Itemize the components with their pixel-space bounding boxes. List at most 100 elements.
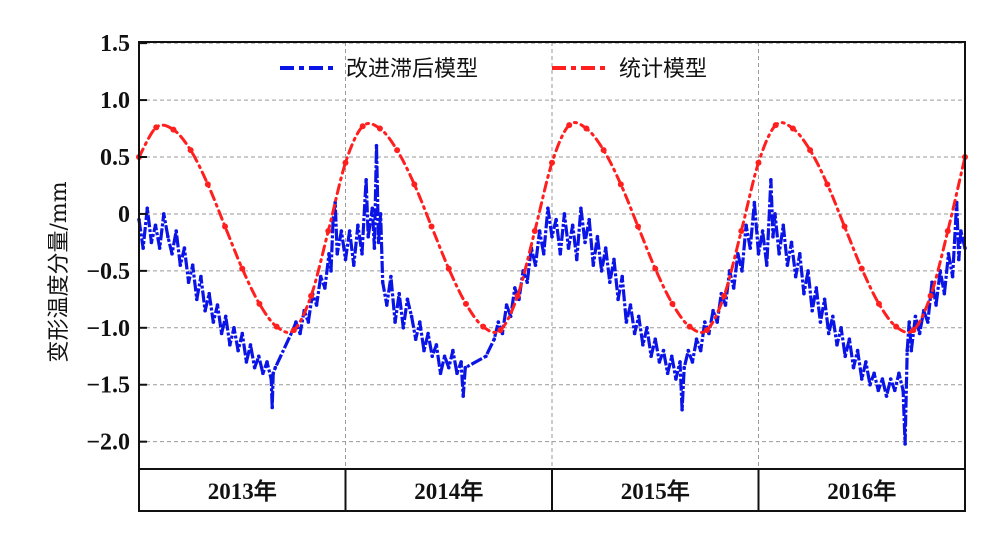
data-point-improved-lag bbox=[946, 251, 951, 256]
data-point-improved-lag bbox=[329, 269, 333, 273]
data-point-improved-lag bbox=[323, 286, 327, 290]
data-point-improved-lag bbox=[533, 263, 538, 267]
data-point-improved-lag bbox=[232, 326, 236, 330]
data-point-improved-lag bbox=[864, 360, 868, 364]
data-point-improved-lag bbox=[219, 331, 224, 336]
data-point-improved-lag bbox=[430, 354, 435, 359]
data-point-statistical bbox=[204, 181, 211, 188]
data-point-improved-lag bbox=[591, 263, 596, 267]
data-point-improved-lag bbox=[897, 371, 901, 376]
data-point-statistical bbox=[807, 147, 814, 154]
data-point-improved-lag bbox=[389, 274, 393, 279]
data-point-statistical bbox=[789, 125, 796, 132]
data-point-statistical bbox=[462, 300, 469, 307]
data-point-improved-lag bbox=[839, 326, 843, 330]
data-point-improved-lag bbox=[327, 251, 331, 256]
data-point-improved-lag bbox=[409, 314, 414, 319]
year-label: 2013年 bbox=[208, 478, 277, 504]
data-point-statistical bbox=[308, 292, 315, 299]
data-point-improved-lag bbox=[798, 251, 802, 256]
data-point-improved-lag bbox=[694, 337, 699, 341]
data-point-improved-lag bbox=[913, 314, 918, 319]
legend-label-improved-lag: 改进滞后模型 bbox=[346, 57, 478, 82]
data-point-improved-lag bbox=[731, 286, 736, 290]
data-point-improved-lag bbox=[166, 234, 170, 239]
data-point-improved-lag bbox=[901, 388, 905, 393]
data-point-improved-lag bbox=[880, 377, 885, 381]
data-point-statistical bbox=[583, 125, 590, 132]
data-point-improved-lag bbox=[446, 365, 451, 370]
data-point-improved-lag bbox=[356, 223, 360, 228]
data-point-improved-lag bbox=[603, 246, 608, 250]
data-point-improved-lag bbox=[649, 354, 653, 359]
data-point-improved-lag bbox=[583, 240, 587, 245]
data-point-improved-lag bbox=[360, 251, 364, 256]
data-point-improved-lag bbox=[385, 303, 389, 307]
data-point-statistical bbox=[669, 300, 676, 307]
data-point-improved-lag bbox=[781, 223, 786, 228]
data-point-improved-lag bbox=[566, 246, 571, 250]
data-point-statistical bbox=[187, 147, 194, 154]
data-point-improved-lag bbox=[504, 303, 509, 307]
data-point-improved-lag bbox=[855, 348, 860, 353]
data-point-improved-lag bbox=[756, 251, 761, 256]
data-point-improved-lag bbox=[273, 365, 278, 370]
data-point-improved-lag bbox=[496, 320, 501, 324]
data-point-improved-lag bbox=[744, 223, 748, 228]
data-point-improved-lag bbox=[370, 206, 375, 211]
data-point-improved-lag bbox=[240, 331, 245, 336]
data-point-improved-lag bbox=[680, 407, 684, 412]
data-point-improved-lag bbox=[546, 206, 550, 211]
data-point-improved-lag bbox=[641, 343, 645, 347]
data-point-statistical bbox=[480, 323, 487, 330]
y-tick-label: 1.5 bbox=[100, 31, 130, 57]
data-point-improved-lag bbox=[157, 246, 162, 250]
data-point-statistical bbox=[927, 292, 934, 299]
data-point-improved-lag bbox=[442, 354, 447, 359]
data-point-improved-lag bbox=[426, 331, 430, 336]
data-point-improved-lag bbox=[405, 297, 410, 302]
data-point-improved-lag bbox=[484, 354, 488, 359]
data-point-improved-lag bbox=[818, 320, 823, 324]
data-point-improved-lag bbox=[740, 269, 744, 273]
data-point-improved-lag bbox=[669, 354, 674, 359]
data-point-improved-lag bbox=[917, 331, 922, 336]
data-point-improved-lag bbox=[298, 331, 302, 336]
data-point-improved-lag bbox=[959, 229, 963, 233]
data-point-improved-lag bbox=[558, 251, 563, 256]
data-point-improved-lag bbox=[909, 348, 914, 353]
data-point-statistical bbox=[170, 126, 177, 133]
y-tick-label: −2.0 bbox=[86, 430, 130, 456]
data-point-improved-lag bbox=[401, 326, 406, 330]
data-point-improved-lag bbox=[703, 320, 707, 324]
data-point-statistical bbox=[635, 223, 642, 230]
data-point-improved-lag bbox=[843, 354, 848, 359]
data-point-statistical bbox=[273, 323, 280, 330]
data-point-improved-lag bbox=[525, 280, 530, 285]
data-point-improved-lag bbox=[463, 365, 468, 370]
data-point-improved-lag bbox=[892, 388, 897, 393]
data-point-improved-lag bbox=[397, 291, 401, 296]
data-point-improved-lag bbox=[347, 229, 352, 233]
data-point-improved-lag bbox=[657, 360, 662, 364]
data-point-improved-lag bbox=[161, 212, 166, 216]
data-point-improved-lag bbox=[826, 331, 831, 336]
data-point-improved-lag bbox=[645, 326, 649, 330]
data-point-statistical bbox=[376, 125, 383, 132]
data-point-improved-lag bbox=[806, 269, 810, 273]
data-point-improved-lag bbox=[616, 297, 620, 302]
data-point-improved-lag bbox=[793, 274, 798, 279]
data-point-improved-lag bbox=[418, 320, 422, 324]
data-point-improved-lag bbox=[620, 274, 625, 279]
data-point-improved-lag bbox=[351, 263, 356, 267]
data-point-improved-lag bbox=[153, 223, 158, 228]
year-label: 2015年 bbox=[621, 478, 690, 504]
data-point-improved-lag bbox=[653, 337, 658, 341]
data-point-improved-lag bbox=[378, 212, 383, 216]
data-point-statistical bbox=[428, 223, 435, 230]
data-point-improved-lag bbox=[599, 269, 604, 273]
data-point-improved-lag bbox=[374, 143, 379, 148]
data-point-statistical bbox=[342, 159, 349, 166]
data-point-improved-lag bbox=[195, 297, 199, 302]
data-point-statistical bbox=[858, 265, 865, 272]
